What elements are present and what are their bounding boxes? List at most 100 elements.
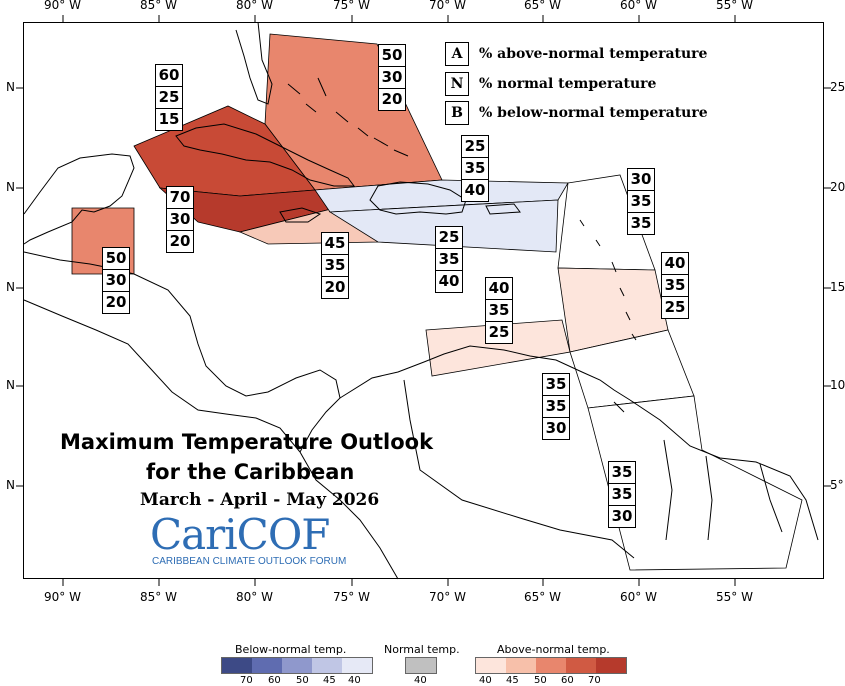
lon-label: 90° W [44, 0, 81, 12]
lat-label: 5° [830, 478, 844, 492]
below-normal-pct: 30 [545, 419, 567, 437]
normal-pct: 35 [609, 484, 635, 506]
lon-label: 75° W [333, 0, 370, 12]
legend-text: % normal temperature [479, 76, 657, 92]
legend-key: A [445, 42, 469, 66]
coast-guianas [629, 399, 819, 541]
prob-box-cuba-cayman: 70 30 20 [166, 186, 194, 253]
below-normal-pct: 20 [169, 232, 191, 250]
border-venezuela [403, 379, 635, 559]
legend-key: B [445, 101, 469, 125]
below-normal-pct: 40 [438, 272, 460, 290]
lon-label: 55° W [716, 0, 753, 12]
below-normal-pct: 20 [381, 90, 403, 108]
lat-label: 15 [830, 280, 845, 294]
colorbar-tick: 50 [296, 675, 309, 686]
above-normal-pct: 50 [379, 45, 405, 67]
prob-box-trinidad: 35 35 30 [542, 373, 570, 440]
map-title-line2: for the Caribbean [146, 460, 355, 484]
colorbar-tick: 50 [534, 675, 547, 686]
colorbar-tick: 45 [506, 675, 519, 686]
prob-box-guianas: 35 35 30 [608, 461, 636, 528]
colorbar-tick: 40 [348, 675, 361, 686]
above-normal-pct: 70 [167, 187, 193, 209]
above-normal-pct: 60 [156, 65, 182, 87]
above-normal-pct: 45 [322, 233, 348, 255]
normal-pct: 25 [156, 87, 182, 109]
prob-box-jamaica: 45 35 20 [321, 232, 349, 299]
prob-box-northwest-caribbean: 60 25 15 [155, 64, 183, 131]
prob-box-greater-antilles-north: 25 35 40 [461, 135, 489, 202]
prob-box-greater-antilles: 25 35 40 [435, 226, 463, 293]
lon-label: 80° W [236, 590, 273, 604]
below-normal-pct: 40 [464, 181, 486, 199]
above-normal-pct: 40 [662, 253, 688, 275]
forecast-period: March - April - May 2026 [140, 490, 380, 510]
lon-label: 60° W [620, 590, 657, 604]
lon-label: 70° W [429, 0, 466, 12]
normal-pct: 30 [103, 270, 129, 292]
border-suriname [705, 455, 713, 541]
prob-box-belize: 50 30 20 [102, 247, 130, 314]
legend-below: B % below-normal temperature [445, 101, 708, 125]
colorbar-tick: 45 [323, 675, 336, 686]
legend-above: A % above-normal temperature [445, 42, 707, 66]
legend-text: % below-normal temperature [479, 105, 708, 121]
colorbar-tick: 40 [414, 675, 427, 686]
colorbar-tick: 70 [240, 675, 253, 686]
graticule-ticks [16, 15, 831, 586]
normal-pct: 30 [379, 67, 405, 89]
lon-label: 90° W [44, 590, 81, 604]
colorbar-swatch [222, 658, 252, 673]
lat-label: N [6, 280, 15, 294]
lon-label: 65° W [524, 590, 561, 604]
below-normal-pct: 25 [664, 298, 686, 316]
colorbar-tick: 60 [561, 675, 574, 686]
above-normal-pct: 30 [628, 169, 654, 191]
colorbar-swatch [566, 658, 596, 673]
lat-label: N [6, 378, 15, 392]
coastlines [23, 21, 819, 580]
prob-box-bahamas: 50 30 20 [378, 44, 406, 111]
caricof-logo-subtitle: CARIBBEAN CLIMATE OUTLOOK FORUM [152, 556, 347, 567]
normal-pct: 35 [322, 255, 348, 277]
above-normal-pct: 25 [436, 227, 462, 249]
above-normal-pct: 50 [103, 248, 129, 270]
lat-label: 10 [830, 378, 845, 392]
colorbar-normal-title: Normal temp. [384, 643, 460, 656]
coast-puerto-rico [485, 203, 521, 215]
coast-cuba [175, 123, 355, 187]
coast-central-pacific [23, 299, 301, 453]
coast-lesser-antilles [579, 219, 637, 413]
border-french-guiana [759, 463, 783, 533]
prob-box-abc-islands: 40 35 25 [485, 277, 513, 344]
coast-colombia-venezuela [339, 345, 631, 401]
above-normal-pct: 35 [543, 374, 569, 396]
lon-label: 70° W [429, 590, 466, 604]
prob-box-northern-leewards: 30 35 35 [627, 168, 655, 235]
caricof-logo: CariCOF [150, 510, 330, 559]
lon-label: 85° W [140, 590, 177, 604]
below-normal-pct: 25 [488, 323, 510, 341]
above-normal-pct: 25 [462, 136, 488, 158]
colorbar-tick: 40 [479, 675, 492, 686]
coast-florida [235, 21, 273, 105]
lat-label: N [6, 180, 15, 194]
colorbar-normal [405, 657, 437, 674]
lat-label: 20 [830, 180, 845, 194]
lon-label: 80° W [236, 0, 273, 12]
above-normal-pct: 35 [609, 462, 635, 484]
below-normal-pct: 15 [158, 110, 180, 128]
lon-label: 75° W [333, 590, 370, 604]
legend-key: N [445, 72, 469, 96]
coast-bahamas [287, 77, 409, 157]
colorbar-swatch [506, 658, 536, 673]
colorbar-swatch [596, 658, 626, 673]
below-normal-pct: 30 [611, 507, 633, 525]
legend-normal: N % normal temperature [445, 72, 656, 96]
forecast-zones [71, 33, 803, 571]
normal-pct: 35 [436, 249, 462, 271]
lat-label: N [6, 478, 15, 492]
colorbar-tick: 70 [588, 675, 601, 686]
